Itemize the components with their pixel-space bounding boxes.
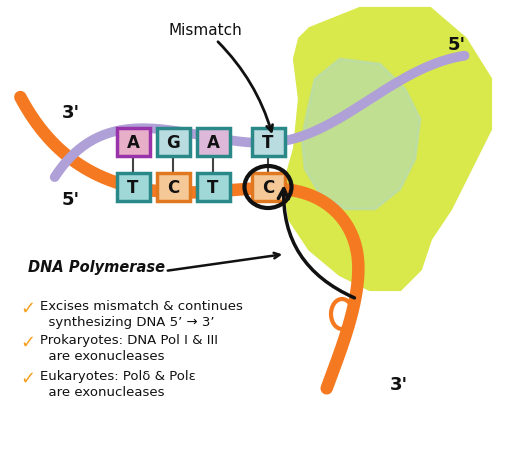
Text: Eukaryotes: Polδ & Polε: Eukaryotes: Polδ & Polε bbox=[40, 369, 196, 382]
Text: Excises mismatch & continues: Excises mismatch & continues bbox=[40, 300, 243, 313]
Text: T: T bbox=[127, 179, 139, 197]
FancyBboxPatch shape bbox=[157, 129, 189, 156]
Text: 3': 3' bbox=[390, 375, 408, 393]
Polygon shape bbox=[285, 10, 490, 289]
Text: G: G bbox=[166, 134, 180, 152]
Text: 3': 3' bbox=[62, 104, 80, 122]
Polygon shape bbox=[302, 60, 420, 210]
Text: Mismatch: Mismatch bbox=[168, 23, 272, 132]
FancyBboxPatch shape bbox=[197, 174, 229, 201]
Text: are exonucleases: are exonucleases bbox=[40, 385, 164, 398]
FancyBboxPatch shape bbox=[197, 129, 229, 156]
Text: ✓: ✓ bbox=[20, 300, 35, 317]
Text: C: C bbox=[167, 179, 179, 197]
Text: T: T bbox=[207, 179, 219, 197]
FancyBboxPatch shape bbox=[117, 174, 150, 201]
Text: ✓: ✓ bbox=[20, 333, 35, 351]
Text: 5': 5' bbox=[62, 191, 80, 208]
Text: A: A bbox=[206, 134, 220, 152]
FancyBboxPatch shape bbox=[117, 129, 150, 156]
FancyBboxPatch shape bbox=[251, 129, 285, 156]
Text: A: A bbox=[126, 134, 139, 152]
Text: are exonucleases: are exonucleases bbox=[40, 349, 164, 362]
Text: 5': 5' bbox=[448, 36, 466, 54]
FancyBboxPatch shape bbox=[251, 174, 285, 201]
FancyBboxPatch shape bbox=[157, 174, 189, 201]
Text: DNA Polymerase: DNA Polymerase bbox=[28, 259, 165, 275]
Text: T: T bbox=[262, 134, 274, 152]
Text: Prokaryotes: DNA Pol I & III: Prokaryotes: DNA Pol I & III bbox=[40, 333, 218, 346]
Text: ✓: ✓ bbox=[20, 369, 35, 387]
Text: C: C bbox=[262, 179, 274, 197]
Text: synthesizing DNA 5’ → 3’: synthesizing DNA 5’ → 3’ bbox=[40, 315, 215, 328]
